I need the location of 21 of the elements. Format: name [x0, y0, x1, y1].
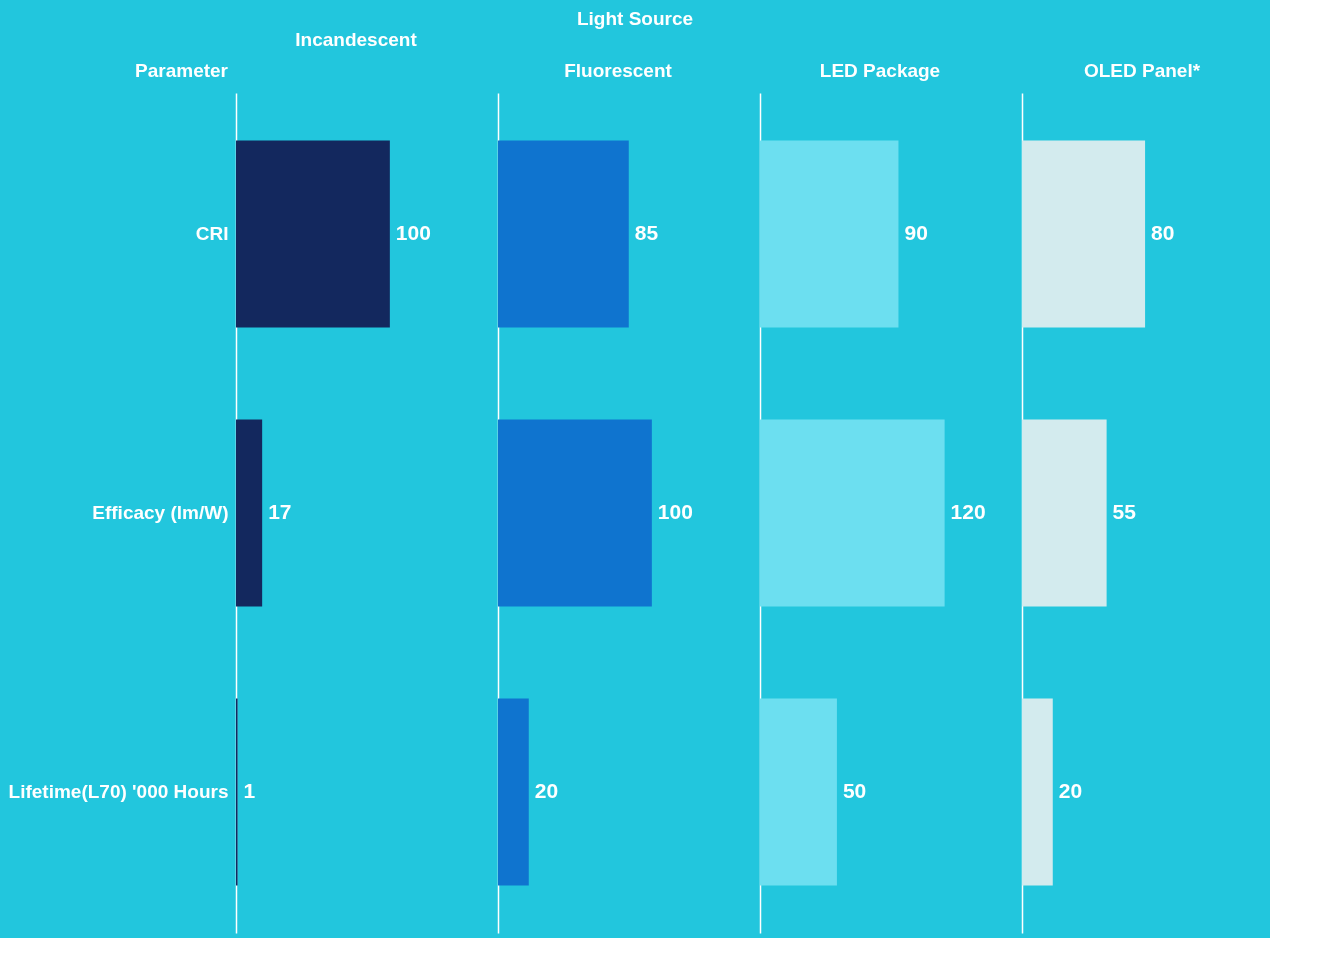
data-label: 80 [1151, 220, 1175, 244]
data-label: 90 [904, 220, 928, 244]
data-label: 20 [1058, 779, 1083, 803]
y-axis-title: Parameter [135, 60, 229, 81]
data-label: 100 [395, 220, 431, 244]
text: Light Source [576, 8, 694, 29]
data-label: 100 [657, 500, 693, 523]
y-tick-label: CRI [195, 222, 229, 244]
y-tick-label: Efficacy (lm/W) [92, 502, 229, 523]
data-label: 120 [950, 500, 986, 523]
data-label: 85 [634, 220, 659, 244]
data-label: 55 [1112, 500, 1137, 523]
chart-title: OLED Panel* [1083, 60, 1201, 81]
y-tick-label: Lifetime(L70) '000 Hours [8, 781, 229, 803]
data-label: 17 [268, 500, 292, 523]
data-label: 1 [243, 779, 256, 803]
data-label: 20 [534, 779, 559, 803]
chart-title: Incandescent [295, 29, 418, 50]
chart-title: LED Package [819, 60, 941, 81]
data-label: 50 [842, 779, 867, 803]
chart-title: Fluorescent [564, 60, 673, 81]
